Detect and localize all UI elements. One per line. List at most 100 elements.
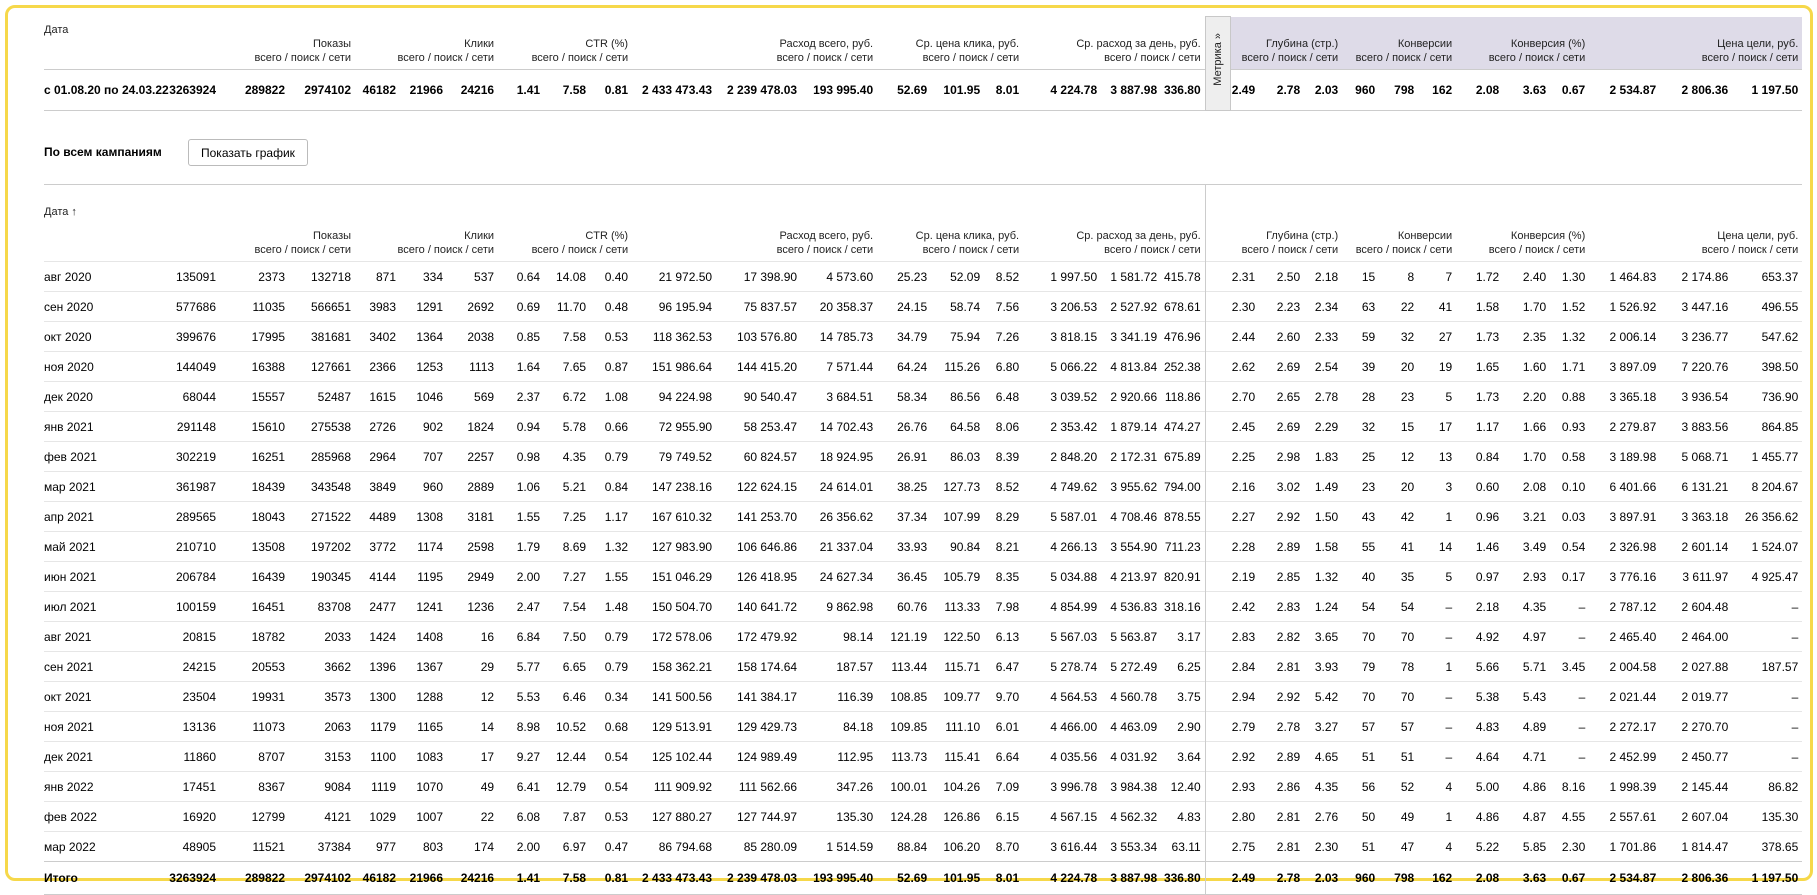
cell: 4 xyxy=(1418,831,1457,862)
cell: 25 xyxy=(1342,441,1380,472)
cell: 798 xyxy=(1379,861,1419,895)
cell: 115.71 xyxy=(931,651,985,682)
cell: 2.08 xyxy=(1503,471,1551,502)
cell: 2.42 xyxy=(1230,591,1260,622)
cell: 1300 xyxy=(355,681,401,712)
cell: 16388 xyxy=(220,351,289,382)
cell: 3 616.44 xyxy=(1023,831,1102,862)
header-sub: всего / поиск / сети xyxy=(1701,51,1799,64)
cell: 5.00 xyxy=(1456,771,1504,802)
cell: 25.23 xyxy=(877,261,932,292)
cell: 871 xyxy=(355,261,401,292)
cell: 3263924 xyxy=(168,68,220,111)
cell: 1.55 xyxy=(498,501,545,532)
header-row: Дата Показы всего / поиск / сети Клики всего… xyxy=(44,16,1803,111)
cell: 187.57 xyxy=(1732,651,1803,682)
cell: 17995 xyxy=(220,321,289,352)
cell: 1.55 xyxy=(590,561,633,592)
cell: 2.28 xyxy=(1230,531,1260,562)
cell: 2.29 xyxy=(1304,411,1343,442)
cell: 24 614.01 xyxy=(801,471,878,502)
cell: 20 358.37 xyxy=(801,291,878,322)
cell: 5.53 xyxy=(498,681,545,712)
cell: 22 xyxy=(447,801,499,832)
cell: 16251 xyxy=(220,441,289,472)
cell: 7 571.44 xyxy=(801,351,878,382)
cell: 70 xyxy=(1342,681,1380,712)
cell: 1408 xyxy=(400,621,448,652)
cell: 2.40 xyxy=(1503,261,1551,292)
cell: 75 837.57 xyxy=(716,291,802,322)
header-title: Глубина (стр.) xyxy=(1266,230,1339,242)
cell: 8.01 xyxy=(984,68,1024,111)
table-row: ноя 2020 144049 16388 127661 2366 1253 1113 1.6… xyxy=(44,351,1803,382)
cell: 8.29 xyxy=(984,501,1024,532)
table-row: янв 2022 17451 8367 9084 1119 1070 49 6.41 12.79… xyxy=(44,771,1803,802)
cell: 1.48 xyxy=(590,591,633,622)
cell: 4.65 xyxy=(1304,741,1343,772)
cell: 172 578.06 xyxy=(632,621,717,652)
cell: 2974102 xyxy=(289,68,356,111)
cell: 13136 xyxy=(168,711,220,742)
cell: 1.72 xyxy=(1456,261,1504,292)
cell: 33.93 xyxy=(877,531,932,562)
cell: 1119 xyxy=(355,771,401,802)
cell: 68044 xyxy=(168,381,220,412)
cell: 3181 xyxy=(447,501,499,532)
cell: 1 197.50 xyxy=(1732,861,1803,895)
header-group: Цена цели, руб. всего / поиск / сети xyxy=(1589,185,1802,262)
cell: 172 479.92 xyxy=(716,621,802,652)
header-title: CTR (%) xyxy=(585,230,629,242)
cell: 2.44 xyxy=(1230,321,1260,352)
cell: 415.78 xyxy=(1161,261,1206,292)
cell: 3 897.91 xyxy=(1589,501,1661,532)
cell: 378.65 xyxy=(1732,831,1803,862)
cell: 11035 xyxy=(220,291,289,322)
cell: 0.79 xyxy=(590,651,633,682)
cell: 19931 xyxy=(220,681,289,712)
cell: 1.58 xyxy=(1456,291,1504,322)
cell: 104.26 xyxy=(931,771,985,802)
cell: 798 xyxy=(1379,68,1419,111)
cell: 1.32 xyxy=(1304,561,1343,592)
cell: 16439 xyxy=(220,561,289,592)
cell: 37384 xyxy=(289,831,356,862)
cell: 49 xyxy=(447,771,499,802)
cell: 2033 xyxy=(289,621,356,652)
cell: 100159 xyxy=(168,591,220,622)
cell: 210710 xyxy=(168,531,220,562)
cell: 0.67 xyxy=(1550,68,1590,111)
cell: 399676 xyxy=(168,321,220,352)
cell: 6.15 xyxy=(984,801,1024,832)
cell: 1029 xyxy=(355,801,401,832)
cell: 0.79 xyxy=(590,441,633,472)
cell: 4.92 xyxy=(1456,621,1504,652)
cell: 18782 xyxy=(220,621,289,652)
cell: 26 356.62 xyxy=(1732,501,1803,532)
cell: 4.87 xyxy=(1503,801,1551,832)
cell: 1.64 xyxy=(498,351,545,382)
header-title: Глубина (стр.) xyxy=(1266,37,1339,50)
cell: 7.65 xyxy=(544,351,591,382)
cell: 0.93 xyxy=(1550,411,1590,442)
metrika-tab[interactable]: Метрика » xyxy=(1204,16,1231,111)
cell: – xyxy=(1418,591,1457,622)
cell: 1.17 xyxy=(590,501,633,532)
cell: 12 xyxy=(447,681,499,712)
show-chart-button[interactable]: Показать график xyxy=(188,139,308,166)
cell: 14.08 xyxy=(544,261,591,292)
cell: 12799 xyxy=(220,801,289,832)
cell: 13508 xyxy=(220,531,289,562)
header-group: Конверсия (%) всего / поиск / сети xyxy=(1456,185,1589,262)
cell: – xyxy=(1732,681,1803,712)
cell: 381681 xyxy=(289,321,356,352)
cell: 3 887.98 xyxy=(1101,68,1162,111)
cell: 2.81 xyxy=(1259,651,1305,682)
cell: 3 553.34 xyxy=(1101,831,1162,862)
cell: 6.65 xyxy=(544,651,591,682)
cell: 2.79 xyxy=(1230,711,1260,742)
cell: 2598 xyxy=(447,531,499,562)
cell: 3.65 xyxy=(1304,621,1343,652)
cell: 1.06 xyxy=(498,471,545,502)
cell: 7 xyxy=(1418,261,1457,292)
